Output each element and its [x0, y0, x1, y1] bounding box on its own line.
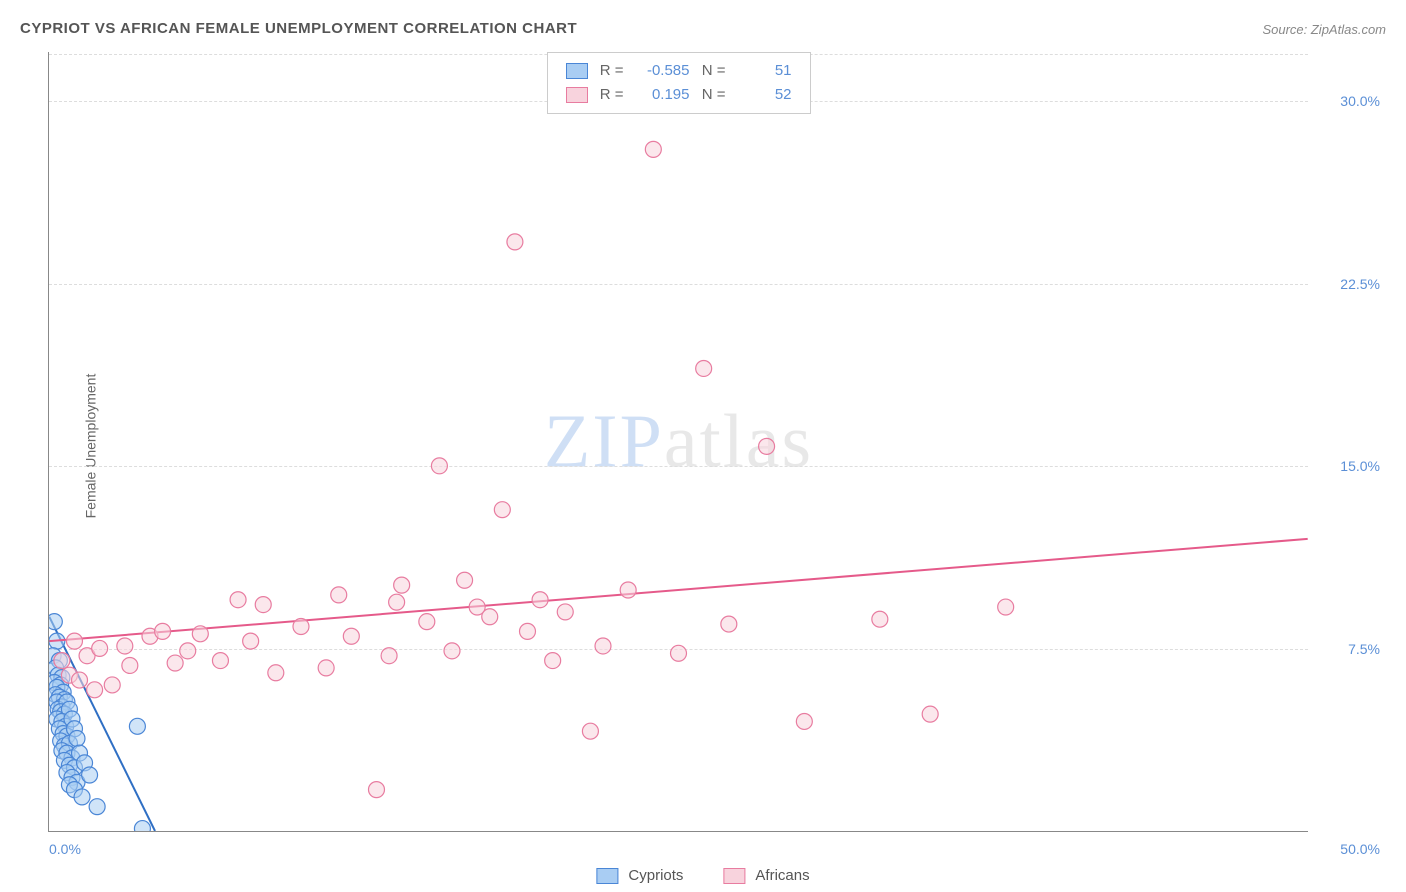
x-tick-label: 0.0%	[49, 841, 81, 857]
data-point	[368, 782, 384, 798]
data-point	[212, 653, 228, 669]
swatch-cypriots-icon	[596, 868, 618, 884]
scatter-svg	[49, 52, 1308, 831]
data-point	[122, 657, 138, 673]
y-tick-label: 15.0%	[1340, 458, 1380, 474]
data-point	[872, 611, 888, 627]
data-point	[104, 677, 120, 693]
data-point	[419, 614, 435, 630]
data-point	[129, 718, 145, 734]
data-point	[243, 633, 259, 649]
data-point	[394, 577, 410, 593]
data-point	[268, 665, 284, 681]
data-point	[532, 592, 548, 608]
data-point	[557, 604, 573, 620]
data-point	[595, 638, 611, 654]
legend-item-africans: Africans	[723, 867, 809, 884]
data-point	[431, 458, 447, 474]
y-tick-label: 7.5%	[1348, 641, 1380, 657]
data-point	[89, 799, 105, 815]
data-point	[494, 502, 510, 518]
data-point	[192, 626, 208, 642]
data-point	[180, 643, 196, 659]
data-point	[696, 360, 712, 376]
data-point	[255, 597, 271, 613]
source-credit: Source: ZipAtlas.com	[1262, 22, 1386, 37]
data-point	[49, 614, 62, 630]
data-point	[74, 789, 90, 805]
data-point	[92, 640, 108, 656]
data-point	[230, 592, 246, 608]
data-point	[155, 623, 171, 639]
data-point	[582, 723, 598, 739]
data-point	[389, 594, 405, 610]
data-point	[87, 682, 103, 698]
data-point	[293, 619, 309, 635]
series-legend: Cypriots Africans	[596, 867, 809, 884]
data-point	[620, 582, 636, 598]
data-point	[507, 234, 523, 250]
data-point	[72, 672, 88, 688]
data-point	[82, 767, 98, 783]
data-point	[457, 572, 473, 588]
data-point	[117, 638, 133, 654]
swatch-africans-icon	[723, 868, 745, 884]
data-point	[381, 648, 397, 664]
data-point	[998, 599, 1014, 615]
plot-area: ZIPatlas 7.5%15.0%22.5%30.0% 0.0%50.0% R…	[48, 52, 1308, 832]
data-point	[343, 628, 359, 644]
data-point	[759, 438, 775, 454]
data-point	[545, 653, 561, 669]
data-point	[54, 653, 70, 669]
data-point	[318, 660, 334, 676]
data-point	[469, 599, 485, 615]
swatch-cypriots	[566, 63, 588, 79]
data-point	[444, 643, 460, 659]
stats-legend: R = -0.585 N = 51 R = 0.195 N = 52	[547, 52, 811, 114]
data-point	[69, 731, 85, 747]
data-point	[134, 821, 150, 831]
data-point	[796, 713, 812, 729]
x-tick-label: 50.0%	[1340, 841, 1380, 857]
data-point	[645, 141, 661, 157]
data-point	[922, 706, 938, 722]
trend-line	[49, 539, 1307, 641]
chart-title: CYPRIOT VS AFRICAN FEMALE UNEMPLOYMENT C…	[20, 20, 577, 37]
data-point	[520, 623, 536, 639]
data-point	[66, 633, 82, 649]
y-tick-label: 30.0%	[1340, 93, 1380, 109]
swatch-africans	[566, 87, 588, 103]
data-point	[721, 616, 737, 632]
data-point	[671, 645, 687, 661]
stats-row-africans: R = 0.195 N = 52	[566, 83, 792, 107]
y-tick-label: 22.5%	[1340, 276, 1380, 292]
stats-row-cypriots: R = -0.585 N = 51	[566, 59, 792, 83]
data-point	[167, 655, 183, 671]
data-point	[331, 587, 347, 603]
legend-item-cypriots: Cypriots	[596, 867, 683, 884]
